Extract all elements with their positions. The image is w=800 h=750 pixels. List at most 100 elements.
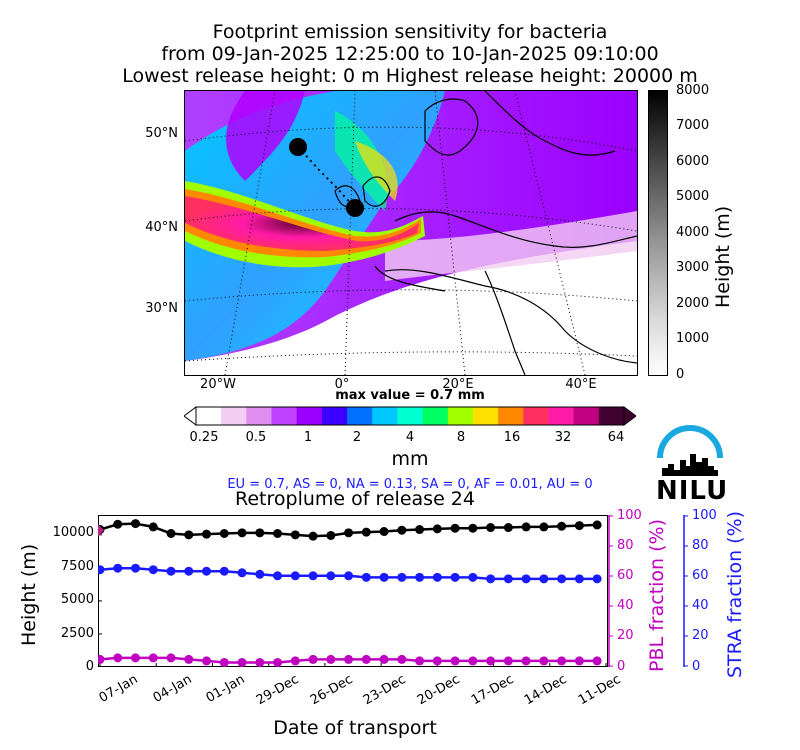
series-point bbox=[539, 656, 549, 666]
height-colorbar-tick: 0 bbox=[676, 367, 685, 382]
colorbar-cell bbox=[321, 407, 348, 425]
series-point bbox=[450, 572, 460, 582]
x-tick-label: 23-Dec bbox=[360, 672, 409, 709]
height-colorbar-tick: 5000 bbox=[676, 189, 710, 204]
colorbar-tick: 1 bbox=[303, 430, 313, 445]
series-point bbox=[450, 656, 460, 666]
series-point bbox=[344, 528, 354, 538]
y-axis-label-pbl: PBL fraction (%) bbox=[646, 518, 668, 672]
height-colorbar-tick: 4000 bbox=[676, 225, 710, 240]
max-value-label: max value = 0.7 mm bbox=[335, 388, 485, 403]
map-lon-label: 20°E bbox=[442, 377, 474, 392]
x-tick-label: 29-Dec bbox=[253, 672, 302, 709]
series-point bbox=[255, 528, 265, 538]
series-point bbox=[592, 520, 602, 530]
map-lat-label: 30°N bbox=[145, 301, 178, 316]
series-point bbox=[148, 565, 158, 575]
y-tick-height: 0 bbox=[85, 659, 94, 674]
height-colorbar bbox=[648, 90, 668, 376]
map-lat-label: 40°N bbox=[145, 220, 178, 235]
colorbar-cell bbox=[422, 407, 449, 425]
retroplume-title: Retroplume of release 24 bbox=[235, 488, 475, 510]
series-point bbox=[415, 656, 425, 666]
series-point bbox=[574, 574, 584, 584]
colorbar-cell bbox=[196, 407, 222, 425]
x-tick-label: 17-Dec bbox=[468, 672, 517, 709]
series-point bbox=[379, 572, 389, 582]
series-point bbox=[397, 525, 407, 535]
series-point bbox=[290, 571, 300, 581]
series-point bbox=[397, 572, 407, 582]
stra-tick: 0 bbox=[692, 659, 701, 674]
colorbar-cell bbox=[598, 407, 625, 425]
series-point bbox=[361, 527, 371, 537]
series-point bbox=[273, 657, 283, 667]
height-colorbar-label-wrap: Height (m) bbox=[706, 120, 746, 320]
y-tick-height: 5000 bbox=[60, 592, 94, 607]
series-point bbox=[468, 656, 478, 666]
series-point bbox=[290, 530, 300, 540]
colorbar-cell bbox=[221, 407, 247, 425]
series-point bbox=[468, 523, 478, 533]
colorbar-cell bbox=[296, 407, 323, 425]
sensitivity-colorbar bbox=[184, 406, 636, 426]
series-point bbox=[184, 654, 194, 664]
series-point bbox=[202, 566, 212, 576]
series-point bbox=[574, 656, 584, 666]
x-tick-label: 26-Dec bbox=[307, 672, 356, 709]
colorbar-cell bbox=[372, 407, 398, 425]
map-lon-label: 0° bbox=[334, 377, 350, 392]
map-field-white-south bbox=[185, 241, 637, 375]
series-point bbox=[237, 657, 247, 667]
height-colorbar-tick: 3000 bbox=[676, 260, 710, 275]
series-point bbox=[184, 566, 194, 576]
series-point bbox=[237, 528, 247, 538]
pbl-tick: 20 bbox=[617, 628, 634, 643]
series-point bbox=[113, 563, 123, 573]
series-point bbox=[148, 522, 158, 532]
series-point bbox=[557, 574, 567, 584]
series-point bbox=[184, 530, 194, 540]
pbl-tick: 100 bbox=[617, 508, 642, 523]
map-field-pink bbox=[385, 211, 637, 281]
nilu-logo-text: NILU bbox=[656, 476, 729, 506]
stra-tick: 100 bbox=[692, 508, 717, 523]
map-lon-label: 20°W bbox=[200, 377, 236, 392]
height-colorbar-tick: 8000 bbox=[676, 83, 710, 98]
height-colorbar-tick: 6000 bbox=[676, 154, 710, 169]
map-lon-label: 40°E bbox=[565, 377, 597, 392]
height-colorbar-tick: 7000 bbox=[676, 118, 710, 133]
series-point bbox=[166, 653, 176, 663]
series-point bbox=[131, 653, 141, 663]
series-point bbox=[131, 519, 141, 529]
y-axis-label-height: Height (m) bbox=[18, 543, 40, 646]
series-point bbox=[486, 574, 496, 584]
stra-tick: 80 bbox=[692, 538, 709, 553]
stra-tick: 20 bbox=[692, 628, 709, 643]
series-point bbox=[273, 571, 283, 581]
pbl-axis bbox=[608, 515, 613, 667]
colorbar-cell bbox=[498, 407, 524, 425]
series-point bbox=[521, 574, 531, 584]
series-point bbox=[290, 656, 300, 666]
series-point bbox=[219, 566, 229, 576]
colorbar-tick: 0.25 bbox=[189, 430, 219, 445]
series-point bbox=[273, 529, 283, 539]
series-point bbox=[521, 656, 531, 666]
series-point bbox=[397, 654, 407, 664]
footprint-map bbox=[184, 90, 638, 376]
series-point bbox=[592, 574, 602, 584]
x-tick-label: 07-Jan bbox=[96, 672, 141, 706]
chart-frame bbox=[98, 515, 608, 667]
colorbar-cell bbox=[447, 407, 474, 425]
series-point bbox=[592, 656, 602, 666]
colorbar-cell bbox=[246, 407, 273, 425]
series-point bbox=[326, 571, 336, 581]
map-plume-core bbox=[185, 196, 419, 251]
series-point bbox=[503, 574, 513, 584]
pbl-tick: 60 bbox=[617, 568, 634, 583]
region-fractions: EU = 0.7, AS = 0, NA = 0.13, SA = 0, AF … bbox=[227, 477, 593, 492]
stra-tick: 60 bbox=[692, 568, 709, 583]
series-point bbox=[166, 529, 176, 539]
series-point bbox=[432, 524, 442, 534]
